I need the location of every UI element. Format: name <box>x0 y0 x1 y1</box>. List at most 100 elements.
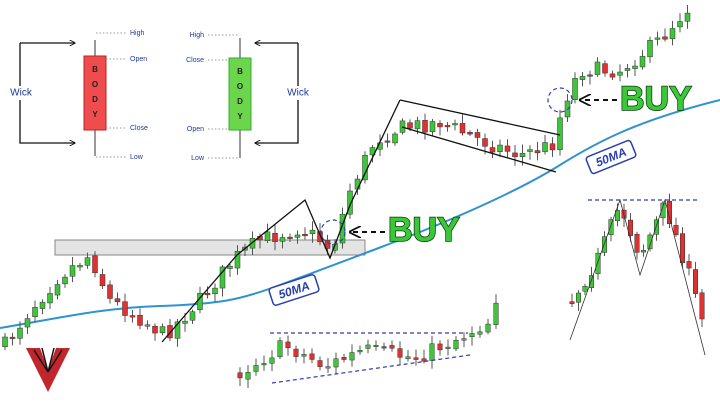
candle-body <box>595 252 601 274</box>
logo-rays <box>33 347 63 373</box>
candle-body <box>452 123 458 126</box>
candle-body <box>669 28 676 40</box>
body-rect <box>228 57 252 131</box>
open-label: Open <box>187 126 204 133</box>
candle-body <box>294 234 301 238</box>
candle-body <box>302 234 308 237</box>
body-rect <box>83 55 107 131</box>
candle-body <box>114 298 121 303</box>
candle-body <box>673 225 679 236</box>
candle-body <box>497 144 503 152</box>
candle-body <box>341 357 347 360</box>
signal-circle <box>547 87 573 113</box>
candle-body <box>84 257 91 266</box>
double-top <box>569 198 706 356</box>
candle-body <box>504 145 511 152</box>
candle-body <box>519 152 526 157</box>
candle-body <box>667 200 672 224</box>
candle-body <box>677 21 683 28</box>
candle-body <box>17 327 23 339</box>
candle-body <box>654 37 661 40</box>
trend-line <box>161 99 401 343</box>
wick-label: Wick <box>287 88 310 99</box>
candle-body <box>47 293 53 304</box>
candle-body <box>324 240 331 249</box>
candle-body <box>77 265 83 268</box>
candle-body <box>62 276 68 285</box>
candle-body <box>219 266 226 289</box>
candle-body <box>493 302 499 325</box>
candle-body <box>413 357 419 360</box>
candle-body <box>269 357 275 364</box>
candles <box>2 5 705 388</box>
candle-body <box>325 366 331 369</box>
candle-body <box>467 132 473 135</box>
candle-body <box>287 236 293 239</box>
candle-body <box>582 286 588 292</box>
candle-body <box>407 122 413 129</box>
low-label: Low <box>130 154 144 161</box>
candle-body <box>245 372 251 380</box>
candle-body <box>485 323 491 333</box>
candle-body <box>107 284 113 299</box>
candle-body <box>453 339 459 350</box>
tag-box <box>585 139 637 175</box>
candle-body <box>2 336 8 347</box>
candle-body <box>686 261 692 269</box>
ma-tag: 50MA <box>268 274 320 306</box>
candle-body <box>129 315 136 318</box>
body-letter: Y <box>237 112 243 121</box>
buy-annotation: BUY <box>350 210 461 250</box>
candle-body <box>9 336 16 339</box>
tag-box <box>268 274 320 306</box>
candle-body <box>639 56 646 68</box>
candle-body <box>587 74 593 77</box>
candle-body <box>429 121 436 133</box>
candle-body <box>227 265 233 269</box>
guides <box>208 34 239 159</box>
candle-body <box>569 301 575 304</box>
guides <box>96 32 126 158</box>
candle-body <box>261 363 267 366</box>
body-letter: B <box>92 65 98 74</box>
body-letter: B <box>237 67 243 76</box>
candle-body <box>680 233 685 264</box>
candle-body <box>174 321 181 339</box>
candle-body <box>549 143 556 151</box>
buy-label: BUY <box>620 80 692 118</box>
candle-body <box>615 210 620 222</box>
candle-body <box>357 349 363 353</box>
candle-body <box>429 343 435 361</box>
candle-body <box>684 12 691 22</box>
candle-body <box>99 274 106 287</box>
candle-body <box>182 320 188 324</box>
support-line <box>271 354 471 384</box>
candle-body <box>647 234 653 250</box>
candle-body <box>602 63 608 74</box>
candle-body <box>32 307 38 318</box>
candle-body <box>414 120 421 130</box>
candle-body <box>445 346 451 349</box>
candle-body <box>477 331 483 335</box>
candle-body <box>444 125 451 128</box>
candle-body <box>159 326 166 333</box>
candle-body <box>579 76 586 80</box>
candle-body <box>654 219 659 235</box>
candle-body <box>397 348 403 358</box>
candle-body <box>624 68 631 71</box>
candle-body <box>373 344 379 347</box>
candle-body <box>309 229 316 235</box>
candle-body <box>279 237 286 242</box>
candle-body <box>381 346 387 349</box>
candle-body <box>589 275 594 289</box>
candle-body <box>617 71 623 76</box>
candle-body <box>628 219 633 236</box>
dashed-lines <box>270 87 700 384</box>
candle-body <box>405 356 411 360</box>
candle-body <box>349 352 355 361</box>
candle-body <box>92 255 98 274</box>
candle-body <box>354 178 361 190</box>
candle-body <box>189 311 196 321</box>
